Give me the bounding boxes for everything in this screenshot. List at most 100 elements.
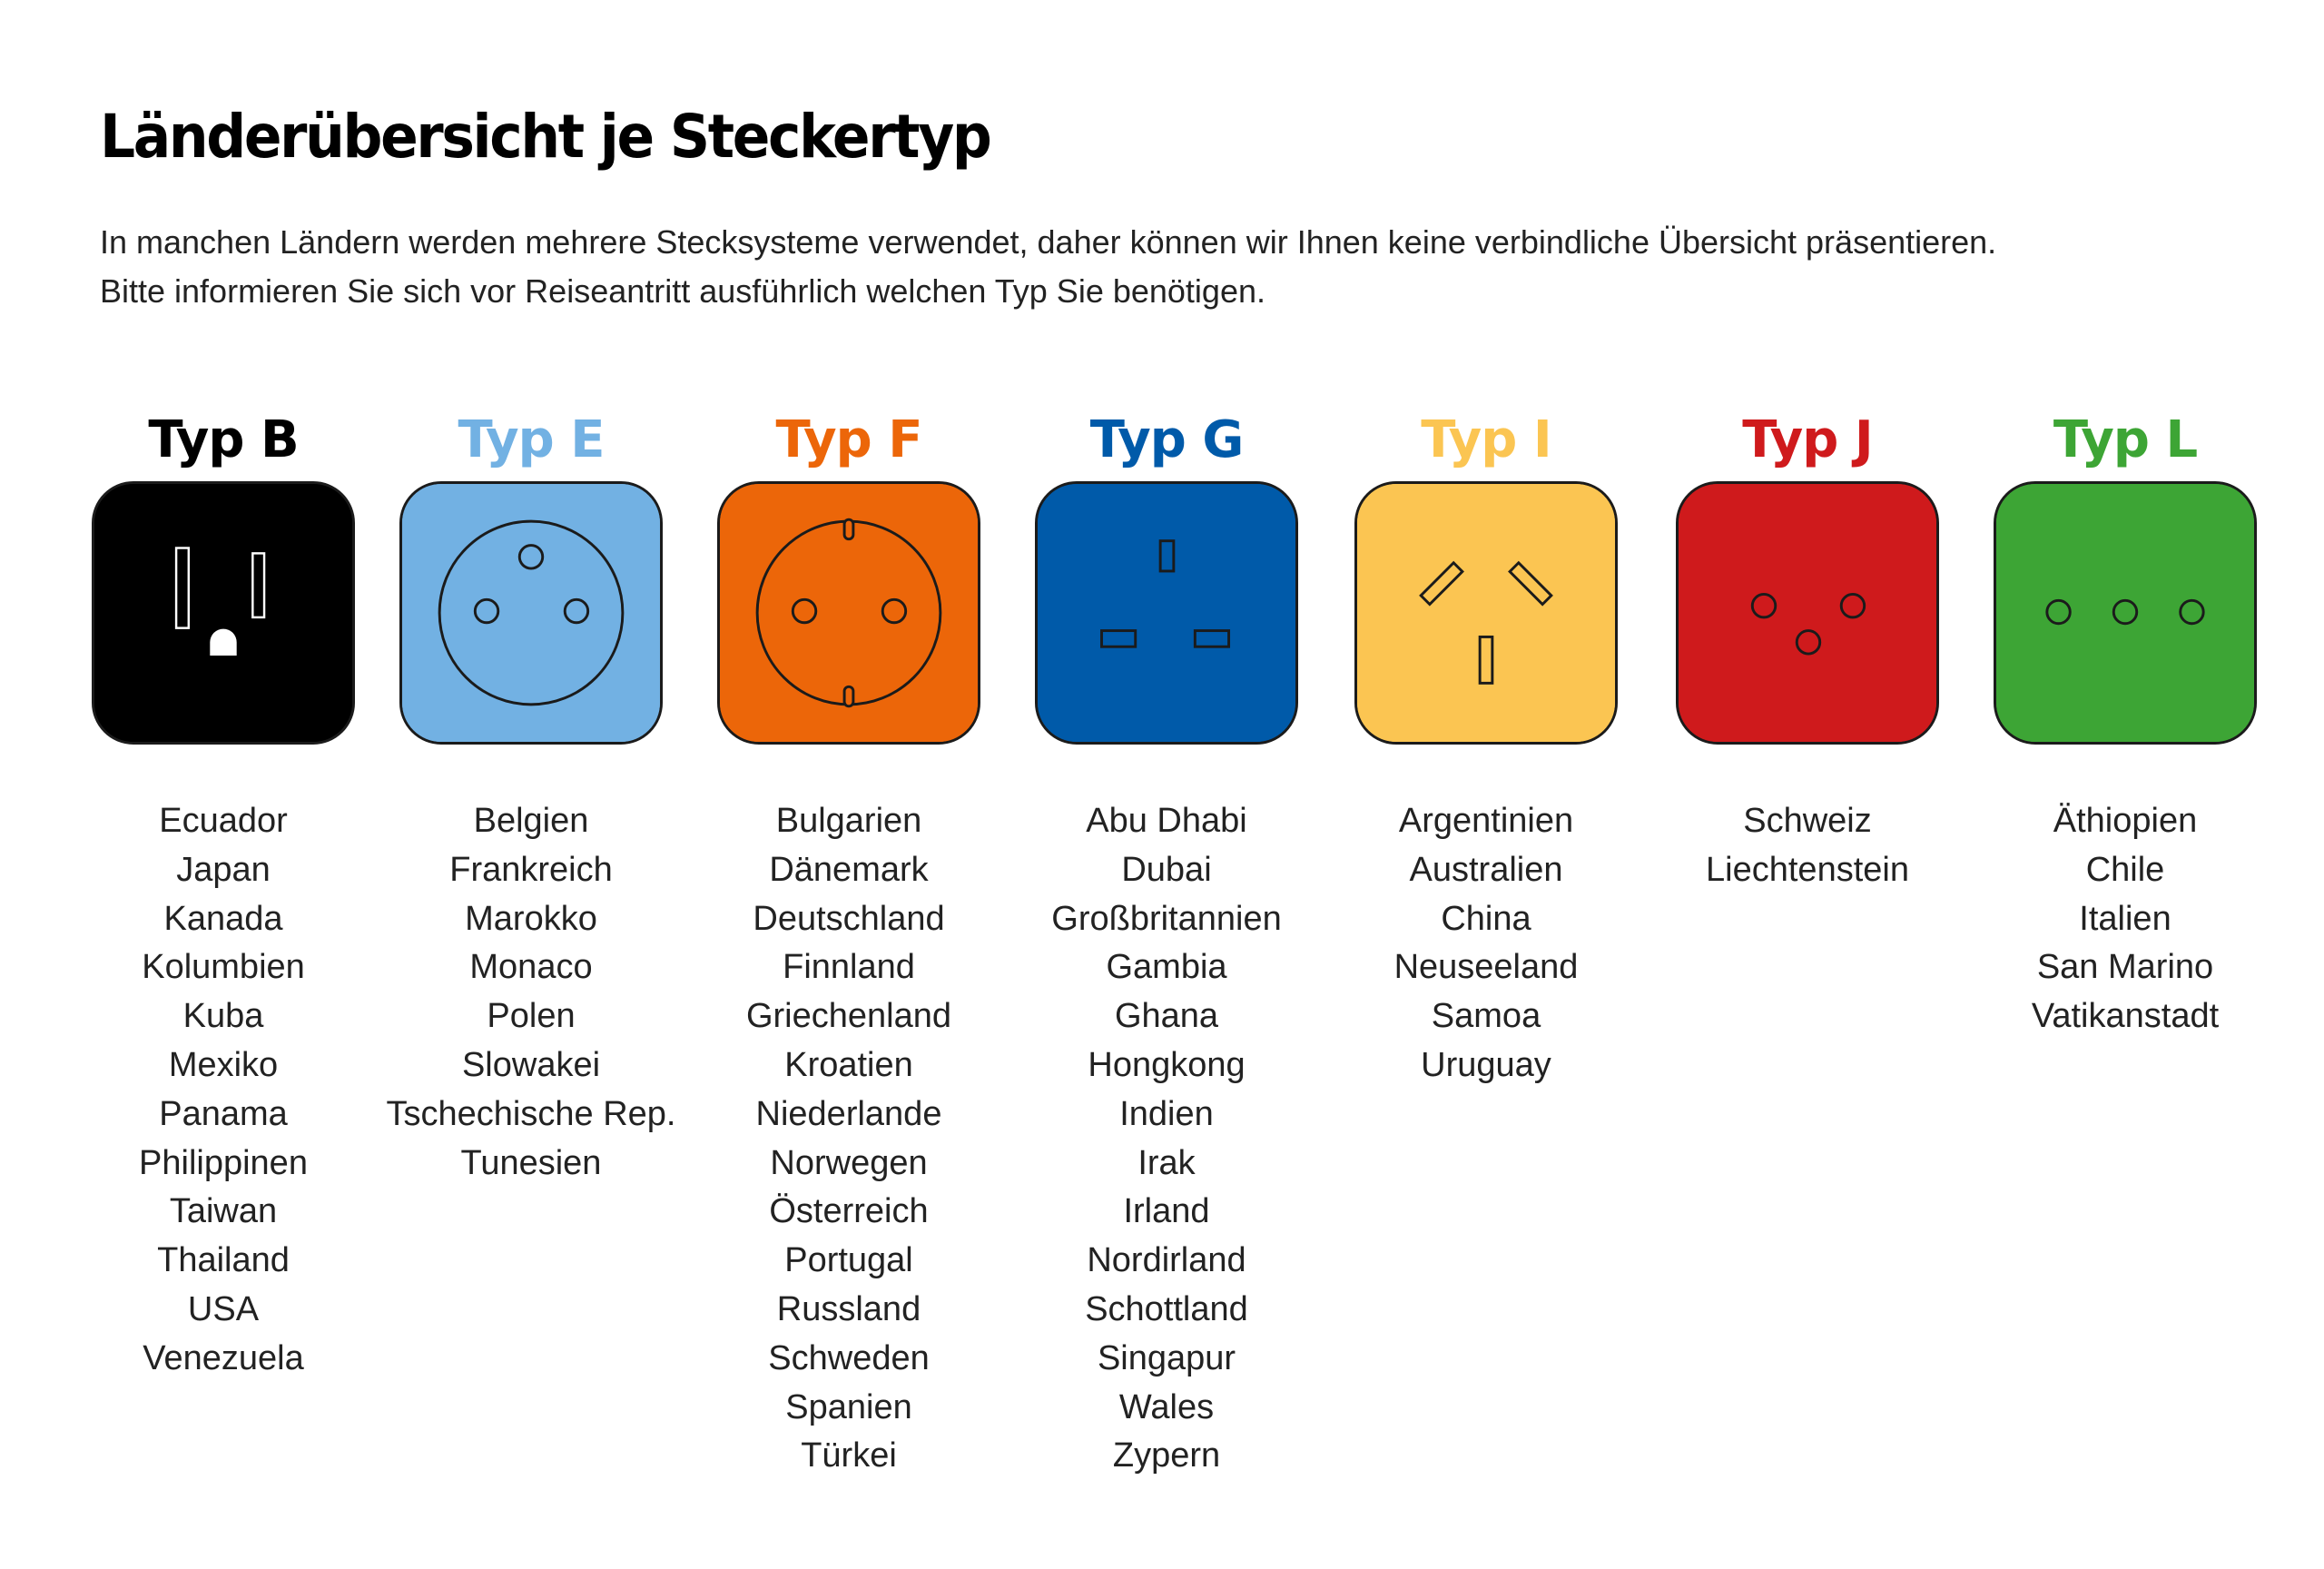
plug-type-i-country-list: Argentinien Australien China Neuseeland …	[1323, 797, 1649, 1090]
socket-background	[1679, 484, 1936, 742]
page-title: Länderübersicht je Steckertyp	[100, 102, 992, 172]
plug-type-g-title: Typ G	[1089, 410, 1245, 469]
country-item: Vatikanstadt	[2031, 997, 2220, 1036]
plug-type-e-socket-graphic	[402, 484, 660, 742]
plug-type-j-country-list: Schweiz Liechtenstein	[1644, 797, 1971, 895]
country-item: Ecuador	[159, 802, 288, 840]
plug-type-e-country-list: Belgien Frankreich Marokko Monaco Polen …	[368, 797, 694, 1188]
socket-recess-circle	[438, 519, 625, 706]
country-item: Argentinien	[1398, 802, 1574, 840]
country-item: Schweden	[768, 1338, 930, 1377]
socket-background	[1357, 484, 1615, 742]
country-item: Schweiz	[1743, 802, 1872, 840]
flat-pin-slot	[174, 547, 191, 629]
country-item: Kanada	[163, 899, 283, 938]
country-item: Slowakei	[461, 1045, 601, 1084]
country-item: Hongkong	[1088, 1045, 1246, 1084]
plug-type-l-column: Typ L Äthiopien Chile Italien San Marino…	[1962, 400, 2289, 1041]
country-item: Samoa	[1431, 997, 1541, 1036]
country-item: Belgien	[473, 802, 589, 840]
country-item: Monaco	[469, 948, 593, 987]
pin-hole	[563, 597, 590, 625]
country-item: Abu Dhabi	[1086, 802, 1247, 840]
country-item: Ghana	[1114, 997, 1219, 1036]
pin-hole	[791, 597, 818, 625]
pin-hole	[1750, 592, 1777, 619]
plug-type-l-socket-icon	[1994, 481, 2257, 745]
country-item: Polen	[487, 997, 576, 1036]
pin-hole	[1839, 592, 1866, 619]
country-item: Kolumbien	[142, 948, 305, 987]
country-item: Äthiopien	[2053, 802, 2198, 840]
angled-pin-slot	[1419, 560, 1464, 607]
country-item: USA	[187, 1289, 260, 1328]
socket-background	[1038, 484, 1295, 742]
pin-slot	[1193, 629, 1231, 648]
country-item: San Marino	[2036, 948, 2214, 987]
country-item: China	[1441, 899, 1531, 938]
country-item: Norwegen	[770, 1143, 928, 1182]
country-item: Tschechische Rep.	[386, 1094, 676, 1133]
country-item: Gambia	[1106, 948, 1227, 987]
country-item: Griechenland	[745, 997, 952, 1036]
ground-pin-hole	[210, 628, 237, 656]
plug-type-b-socket-graphic	[94, 484, 352, 742]
country-item: Indien	[1119, 1094, 1214, 1133]
plug-type-b-column: Typ B Ecuador Japan Kanada Kolumbien Kub…	[60, 400, 387, 1384]
earth-clip	[842, 685, 855, 708]
plug-type-l-country-list: Äthiopien Chile Italien San Marino Vatik…	[1962, 797, 2289, 1041]
plug-type-i-column: Typ I Argentinien Australien China Neuse…	[1323, 400, 1649, 1090]
plug-type-g-socket-graphic	[1038, 484, 1295, 742]
plug-type-b-socket-icon	[92, 481, 355, 745]
country-item: Zypern	[1112, 1436, 1221, 1475]
plug-type-e-socket-icon	[399, 481, 663, 745]
plug-type-b-title: Typ B	[148, 410, 299, 469]
country-item: Großbritannien	[1051, 899, 1282, 938]
plug-type-j-socket-graphic	[1679, 484, 1936, 742]
country-item: Liechtenstein	[1706, 850, 1909, 889]
plug-type-g-country-list: Abu Dhabi Dubai Großbritannien Gambia Gh…	[1003, 797, 1330, 1481]
plug-type-l-socket-graphic	[1996, 484, 2254, 742]
socket-background	[94, 484, 352, 742]
earth-pin-slot	[1478, 635, 1494, 685]
angled-pin-slot	[1508, 560, 1553, 607]
country-item: Chile	[2085, 850, 2165, 889]
country-item: Panama	[159, 1094, 288, 1133]
country-item: Niederlande	[755, 1094, 942, 1133]
plug-type-i-socket-graphic	[1357, 484, 1615, 742]
plug-type-f-country-list: Bulgarien Dänemark Deutschland Finnland …	[685, 797, 1012, 1481]
plug-type-b-country-list: Ecuador Japan Kanada Kolumbien Kuba Mexi…	[60, 797, 387, 1384]
plug-type-i-socket-icon	[1354, 481, 1618, 745]
intro-line-1: In manchen Ländern werden mehrere Stecks…	[100, 223, 1997, 261]
intro-text: In manchen Ländern werden mehrere Stecks…	[100, 218, 1996, 316]
plug-type-l-title: Typ L	[2053, 410, 2198, 469]
flat-pin-slot	[251, 552, 266, 619]
earth-pin-hole	[517, 544, 545, 570]
earth-pin-slot	[1158, 539, 1176, 573]
country-item: Thailand	[157, 1241, 290, 1280]
plug-type-f-socket-graphic	[720, 484, 978, 742]
earth-pin-hole	[2112, 598, 2139, 626]
country-item: Dubai	[1121, 850, 1212, 889]
country-item: Russland	[776, 1289, 921, 1328]
country-item: Uruguay	[1421, 1045, 1551, 1084]
country-item: Kroatien	[784, 1045, 913, 1084]
pin-hole	[473, 597, 500, 625]
country-item: Kuba	[182, 997, 264, 1036]
pin-hole	[881, 597, 908, 625]
socket-background	[402, 484, 660, 742]
intro-line-2: Bitte informieren Sie sich vor Reiseantr…	[100, 272, 1265, 310]
country-item: Bulgarien	[775, 802, 922, 840]
country-item: Finnland	[783, 948, 915, 987]
country-item: Deutschland	[753, 899, 945, 938]
plug-type-j-socket-icon	[1676, 481, 1939, 745]
earth-clip	[842, 518, 855, 541]
plug-type-f-socket-icon	[717, 481, 980, 745]
country-item: Nordirland	[1087, 1241, 1246, 1280]
country-item: Türkei	[801, 1436, 897, 1475]
country-item: Marokko	[465, 899, 597, 938]
country-item: Irak	[1137, 1143, 1196, 1182]
country-item: Venezuela	[143, 1338, 304, 1377]
country-item: Spanien	[785, 1387, 912, 1426]
socket-background	[1996, 484, 2254, 742]
